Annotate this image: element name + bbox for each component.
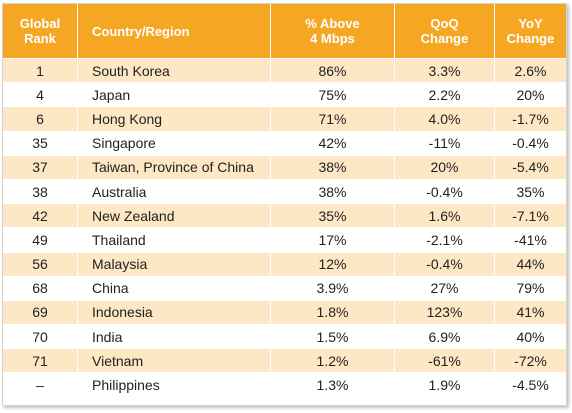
country-cell: Japan	[78, 83, 271, 108]
yoy-change-cell: -1.7%	[495, 107, 566, 132]
rank-cell: 69	[3, 300, 78, 326]
table-frame: Global Rank Country/Region % Above 4 Mbp…	[2, 3, 567, 406]
yoy-change-cell: -4.5%	[495, 373, 566, 398]
yoy-change-cell: -5.4%	[495, 155, 566, 180]
pct-above-cell: 1.2%	[271, 349, 395, 374]
yoy-change-cell: -72%	[495, 349, 566, 374]
pct-above-cell: 38%	[271, 179, 395, 205]
qoq-change-cell: -2.1%	[395, 228, 495, 253]
qoq-change-cell: 2.2%	[395, 83, 495, 108]
pct-above-cell: 3.9%	[271, 276, 395, 301]
header-country-region: Country/Region	[78, 4, 271, 59]
qoq-change-cell: 6.9%	[395, 325, 495, 350]
pct-above-cell: 71%	[271, 107, 395, 132]
qoq-change-cell: 1.6%	[395, 204, 495, 229]
rank-cell: 42	[3, 204, 78, 229]
qoq-change-cell: 4.0%	[395, 107, 495, 132]
qoq-change-cell: -0.4%	[395, 252, 495, 277]
rank-cell: 4	[3, 83, 78, 108]
rank-cell: 56	[3, 252, 78, 277]
rank-cell: 35	[3, 131, 78, 156]
qoq-change-cell: 1.9%	[395, 373, 495, 398]
rank-cell: 70	[3, 325, 78, 350]
pct-above-cell: 35%	[271, 204, 395, 229]
rank-cell: 1	[3, 59, 78, 84]
country-cell: China	[78, 276, 271, 301]
rank-cell: 6	[3, 107, 78, 132]
yoy-change-cell: -0.4%	[495, 131, 566, 156]
country-cell: Singapore	[78, 131, 271, 156]
pct-above-cell: 42%	[271, 131, 395, 156]
pct-above-cell: 1.8%	[271, 300, 395, 326]
pct-above-cell: 38%	[271, 155, 395, 180]
country-cell: Malaysia	[78, 252, 271, 277]
header-global-rank: Global Rank	[3, 4, 78, 59]
rank-cell: –	[3, 373, 78, 398]
country-cell: India	[78, 325, 271, 350]
pct-above-cell: 17%	[271, 228, 395, 253]
pct-above-cell: 86%	[271, 59, 395, 84]
header-qoq-change: QoQ Change	[395, 4, 495, 59]
qoq-change-cell: 3.3%	[395, 59, 495, 84]
country-cell: Australia	[78, 179, 271, 205]
qoq-change-cell: 27%	[395, 276, 495, 301]
pct-above-cell: 1.3%	[271, 373, 395, 398]
rank-cell: 49	[3, 228, 78, 253]
yoy-change-cell: -41%	[495, 228, 566, 253]
country-cell: Indonesia	[78, 300, 271, 326]
qoq-change-cell: 123%	[395, 300, 495, 326]
yoy-change-cell: 40%	[495, 325, 566, 350]
rank-cell: 37	[3, 155, 78, 180]
yoy-change-cell: 35%	[495, 179, 566, 205]
yoy-change-cell: 79%	[495, 276, 566, 301]
header-pct-above-4mbps: % Above 4 Mbps	[271, 4, 395, 59]
qoq-change-cell: -11%	[395, 131, 495, 156]
country-cell: Vietnam	[78, 349, 271, 374]
pct-above-cell: 75%	[271, 83, 395, 108]
yoy-change-cell: 41%	[495, 300, 566, 326]
yoy-change-cell: 20%	[495, 83, 566, 108]
country-cell: Philippines	[78, 373, 271, 398]
qoq-change-cell: -0.4%	[395, 179, 495, 205]
country-cell: South Korea	[78, 59, 271, 84]
yoy-change-cell: -7.1%	[495, 204, 566, 229]
rank-cell: 38	[3, 179, 78, 205]
qoq-change-cell: -61%	[395, 349, 495, 374]
yoy-change-cell: 44%	[495, 252, 566, 277]
data-table: Global Rank Country/Region % Above 4 Mbp…	[3, 4, 566, 398]
country-cell: Hong Kong	[78, 107, 271, 132]
rank-cell: 71	[3, 349, 78, 374]
qoq-change-cell: 20%	[395, 155, 495, 180]
pct-above-cell: 1.5%	[271, 325, 395, 350]
country-cell: Thailand	[78, 228, 271, 253]
yoy-change-cell: 2.6%	[495, 59, 566, 84]
header-yoy-change: YoY Change	[495, 4, 566, 59]
pct-above-cell: 12%	[271, 252, 395, 277]
country-cell: New Zealand	[78, 204, 271, 229]
country-cell: Taiwan, Province of China	[78, 155, 271, 180]
rank-cell: 68	[3, 276, 78, 301]
